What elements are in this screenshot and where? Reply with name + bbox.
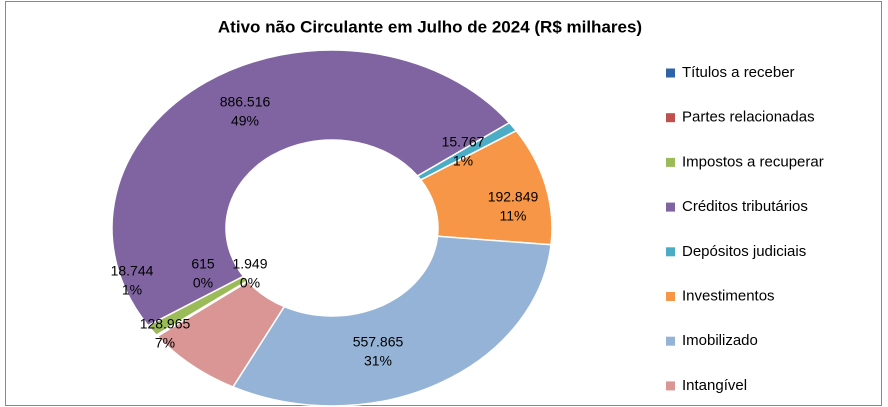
percent-label: 0%: [193, 275, 213, 291]
value-label: 18.744: [111, 263, 154, 279]
legend-label: Partes relacionadas: [682, 109, 815, 126]
legend-label: Títulos a receber: [682, 64, 795, 81]
legend-swatch: [666, 336, 675, 346]
value-label: 615: [191, 256, 215, 272]
legend-swatch: [666, 157, 675, 167]
legend-swatch: [666, 381, 675, 391]
percent-label: 7%: [155, 335, 175, 351]
legend-label: Imobilizado: [682, 332, 758, 349]
legend-label: Investimentos: [682, 287, 775, 304]
value-label: 128.965: [140, 316, 191, 332]
percent-label: 1%: [453, 153, 473, 169]
percent-label: 11%: [500, 208, 527, 224]
legend-label: Créditos tributários: [682, 198, 808, 215]
legend-label: Depósitos judiciais: [682, 243, 806, 260]
legend-swatch: [666, 113, 675, 123]
legend-swatch: [666, 292, 675, 301]
value-label: 1.949: [232, 256, 267, 272]
value-label: 15.767: [442, 134, 485, 150]
legend-swatch: [666, 68, 675, 78]
legend-swatch: [666, 247, 675, 257]
legend-label: Intangível: [682, 377, 747, 394]
value-label: 192.849: [488, 189, 539, 205]
percent-label: 49%: [231, 113, 259, 129]
percent-label: 0%: [240, 275, 260, 291]
percent-label: 31%: [364, 353, 392, 369]
legend-label: Impostos a recuperar: [682, 153, 824, 170]
donut-slice: [111, 49, 511, 327]
value-label: 886.516: [220, 94, 271, 110]
value-label: 557.865: [353, 334, 404, 350]
donut-slice: [231, 235, 552, 407]
percent-label: 1%: [122, 282, 142, 298]
donut-slice: [156, 280, 286, 388]
legend-swatch: [666, 202, 675, 212]
chart-title: Ativo não Circulante em Julho de 2024 (R…: [218, 17, 642, 36]
